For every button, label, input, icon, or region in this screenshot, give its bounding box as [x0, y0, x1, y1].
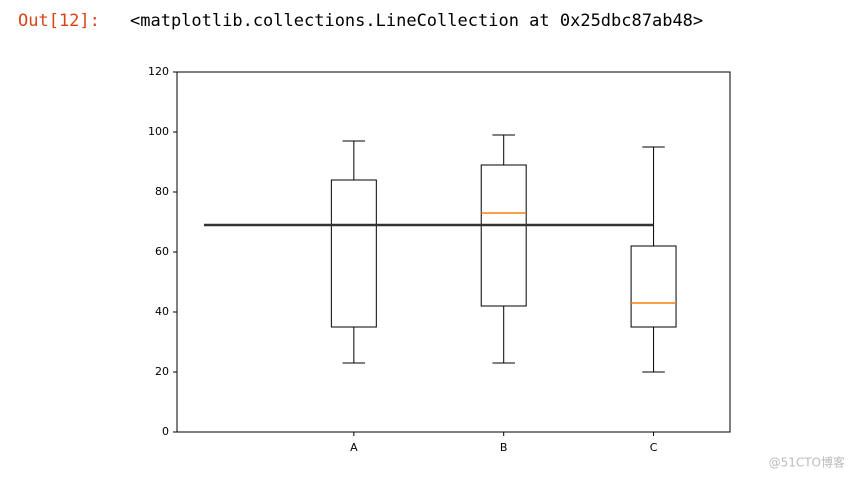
- y-tick-label: 120: [148, 65, 169, 78]
- y-tick-label: 0: [162, 425, 169, 438]
- y-tick-label: 100: [148, 125, 169, 138]
- watermark: @51CTO博客: [769, 455, 845, 470]
- y-tick-label: 40: [155, 305, 169, 318]
- y-tick-label: 80: [155, 185, 169, 198]
- x-tick-label: B: [500, 441, 508, 454]
- box: [480, 164, 527, 307]
- x-tick-label: C: [650, 441, 658, 454]
- plot-frame: [176, 71, 731, 433]
- y-tick-label: 60: [155, 245, 169, 258]
- out-prompt: Out[12]:: [18, 11, 100, 31]
- output-text: <matplotlib.collections.LineCollection a…: [130, 11, 703, 31]
- box: [630, 245, 677, 328]
- box: [330, 179, 377, 328]
- x-tick-label: A: [350, 441, 358, 454]
- y-tick-label: 20: [155, 365, 169, 378]
